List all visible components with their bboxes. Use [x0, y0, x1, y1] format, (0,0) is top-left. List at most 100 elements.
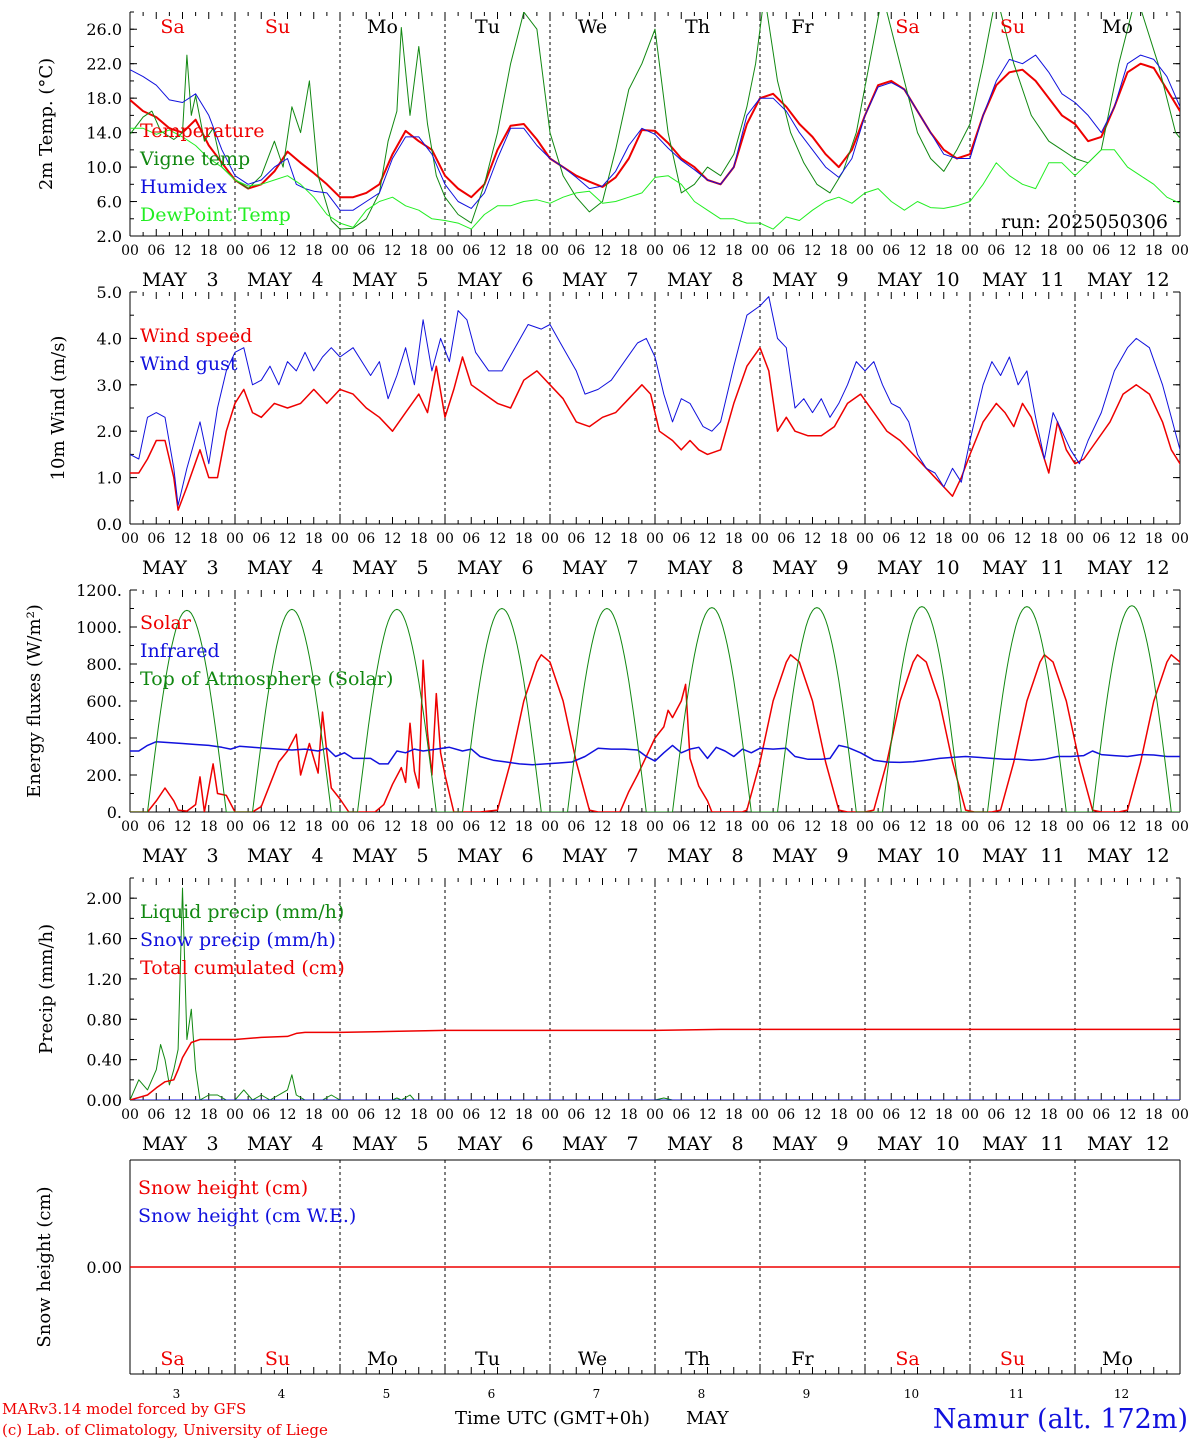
date-month-label: MAY: [1087, 1133, 1132, 1155]
date-day-label: 6: [521, 557, 533, 579]
hour-tick-label: 18: [725, 819, 743, 835]
date-month-label: MAY: [562, 845, 607, 867]
hour-tick-label: 18: [410, 819, 428, 835]
x-axis-labels: 00 06 12 18 MAY 3 00 06 12 18 MAY 4 00 06 12 18 MAY 5 00 06…: [121, 1107, 1189, 1155]
day-number-label: 12: [1114, 1387, 1129, 1401]
day-number-label: 10: [904, 1387, 919, 1401]
hour-tick-label: 12: [489, 1107, 507, 1123]
hour-tick-label: 12: [174, 243, 192, 259]
y-axis-label: Precip (mm/h): [36, 924, 57, 1054]
date-month-label: MAY: [667, 1133, 712, 1155]
y-tick-label: 1000.: [76, 618, 122, 637]
hour-tick-label: 18: [1145, 243, 1163, 259]
series-group: [130, 296, 1180, 511]
date-month-label: MAY: [142, 269, 187, 291]
date-day-label: 11: [1040, 557, 1064, 579]
date-month-label: MAY: [352, 845, 397, 867]
day-number-label: 3: [173, 1387, 181, 1401]
panel-precip: 0.00 0.40 0.80 1.20 1.60 2.00 Precip (mm/h) Liq…: [36, 877, 1189, 1155]
hour-tick-label: 18: [515, 243, 533, 259]
date-day-label: 5: [416, 557, 428, 579]
series-line-2: [130, 1028, 1180, 1100]
date-month-label: MAY: [352, 557, 397, 579]
y-tick-label: 0.00: [86, 1091, 122, 1110]
hour-tick-label: 18: [620, 243, 638, 259]
y-tick-label: 0.80: [86, 1010, 122, 1029]
y-tick-label: 5.0: [97, 283, 122, 302]
date-day-label: 8: [731, 1133, 743, 1155]
day-number-label: 11: [1009, 1387, 1024, 1401]
hour-tick-label: 00: [856, 1107, 874, 1123]
hour-tick-label: 12: [804, 531, 822, 547]
hour-tick-label: 00: [1171, 819, 1189, 835]
hour-tick-label: 18: [200, 531, 218, 547]
date-month-label: MAY: [877, 1133, 922, 1155]
hour-tick-label: 18: [1145, 819, 1163, 835]
series-line-1: [130, 12, 1180, 230]
y-tick-label: 6.0: [97, 193, 122, 212]
date-day-label: 7: [626, 845, 638, 867]
hour-tick-label: 06: [1092, 531, 1110, 547]
day-number-label: 4: [278, 1387, 286, 1401]
legend-entry: Snow precip (mm/h): [140, 929, 336, 951]
date-day-label: 11: [1040, 1133, 1064, 1155]
hour-tick-label: 00: [1171, 531, 1189, 547]
weekday-label-bottom: Su: [1000, 1348, 1025, 1370]
y-tick-label: 2.0: [97, 422, 122, 441]
date-month-label: MAY: [772, 1133, 817, 1155]
y-tick-label: 200.: [86, 766, 122, 785]
hour-tick-label: 06: [882, 531, 900, 547]
date-day-label: 5: [416, 845, 428, 867]
hour-tick-label: 06: [1092, 243, 1110, 259]
series-line-0: [130, 346, 1180, 511]
date-month-label: MAY: [667, 557, 712, 579]
hour-tick-label: 00: [331, 819, 349, 835]
weekday-label-bottom: Su: [265, 1348, 290, 1370]
date-month-label: MAY: [142, 845, 187, 867]
hour-tick-label: 18: [515, 531, 533, 547]
hour-tick-label: 00: [121, 531, 139, 547]
hour-tick-label: 12: [699, 819, 717, 835]
hour-tick-label: 12: [804, 1107, 822, 1123]
hour-tick-label: 00: [331, 1107, 349, 1123]
date-day-label: 6: [521, 845, 533, 867]
weekday-label-bottom: Mo: [367, 1348, 398, 1370]
station-label: Namur (alt. 172m): [933, 1404, 1188, 1435]
hour-tick-label: 18: [830, 1107, 848, 1123]
hour-tick-label: 12: [1119, 243, 1137, 259]
credit-line-2: (c) Lab. of Climatology, University of L…: [2, 1421, 328, 1439]
hour-tick-label: 00: [646, 531, 664, 547]
hour-tick-label: 00: [1171, 1107, 1189, 1123]
y-tick-label: 0.40: [86, 1051, 122, 1070]
hour-tick-label: 06: [672, 531, 690, 547]
date-day-label: 8: [731, 557, 743, 579]
date-month-label: MAY: [142, 1133, 187, 1155]
hour-tick-label: 00: [226, 1107, 244, 1123]
x-axis-labels: 00 06 12 18 MAY 3 00 06 12 18 MAY 4 00 06 12 18 MAY 5 00 06…: [121, 531, 1189, 579]
weekday-label-top: Su: [265, 16, 290, 38]
hour-tick-label: 00: [856, 243, 874, 259]
legend-entry: Infrared: [140, 640, 220, 662]
hour-tick-label: 06: [147, 819, 165, 835]
series-line-2: [130, 605, 1180, 812]
y-tick-label: 22.0: [86, 55, 122, 74]
hour-tick-label: 12: [909, 243, 927, 259]
weekday-label-bottom: We: [578, 1348, 607, 1370]
y-tick-label: 800.: [86, 655, 122, 674]
y-axis-label: Energy fluxes (W/m²): [24, 604, 45, 798]
hour-tick-label: 06: [1092, 1107, 1110, 1123]
date-month-label: MAY: [457, 557, 502, 579]
hour-tick-label: 06: [1092, 819, 1110, 835]
date-month-label: MAY: [247, 269, 292, 291]
day-number-label: 5: [383, 1387, 391, 1401]
hour-tick-label: 06: [567, 819, 585, 835]
hour-tick-label: 06: [882, 1107, 900, 1123]
weekday-label-top: Tu: [475, 16, 500, 38]
hour-tick-label: 00: [961, 819, 979, 835]
date-month-label: MAY: [667, 269, 712, 291]
y-tick-label: 26.0: [86, 20, 122, 39]
hour-tick-label: 00: [226, 819, 244, 835]
series-line-0: [130, 654, 1180, 812]
legend-entry: Snow height (cm W.E.): [138, 1205, 356, 1227]
hour-tick-label: 00: [961, 531, 979, 547]
